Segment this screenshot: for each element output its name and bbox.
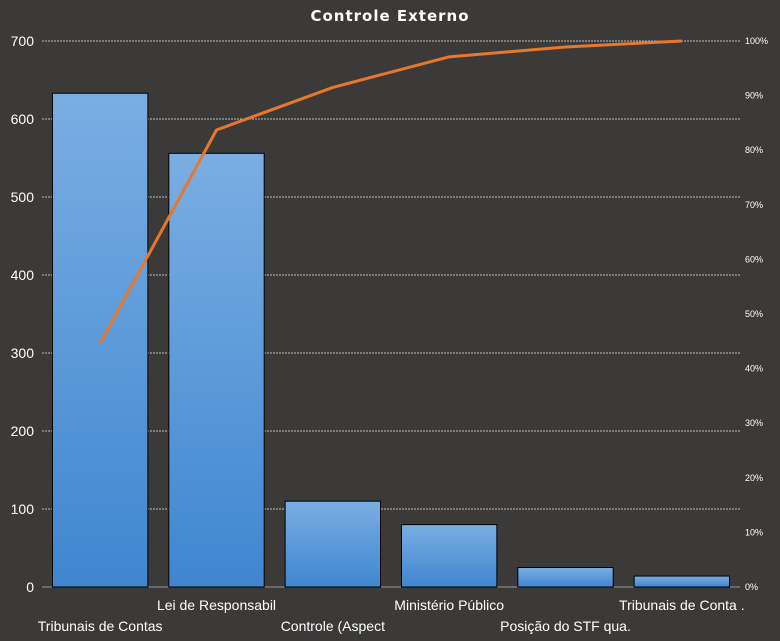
y-tick-label: 300 xyxy=(11,345,35,361)
y2-tick-label: 80% xyxy=(745,145,763,155)
y-tick-label: 0 xyxy=(26,579,34,595)
y-tick-label: 700 xyxy=(11,33,35,49)
x-tick-label: Lei de Responsabil xyxy=(157,597,276,613)
chart-title: Controle Externo xyxy=(310,7,470,25)
y-tick-label: 200 xyxy=(11,423,35,439)
bar xyxy=(168,152,265,588)
x-tick-label: Tribunais de Conta . xyxy=(619,597,745,613)
y2-tick-label: 60% xyxy=(745,254,763,264)
bar xyxy=(284,500,382,588)
bar xyxy=(51,92,149,588)
y2-tick-label: 0% xyxy=(745,582,758,592)
bar xyxy=(517,567,614,588)
x-tick-label: Tribunais de Contas xyxy=(38,618,163,634)
y2-tick-label: 70% xyxy=(745,200,763,210)
y-tick-label: 100 xyxy=(11,501,35,517)
x-tick-label: Posição do STF qua. xyxy=(500,618,631,634)
y2-tick-label: 30% xyxy=(745,418,763,428)
y2-tick-label: 90% xyxy=(745,91,763,101)
y2-tick-label: 10% xyxy=(745,527,763,537)
bar xyxy=(633,575,731,588)
y2-tick-label: 20% xyxy=(745,473,763,483)
x-tick-label: Ministério Público xyxy=(394,597,504,613)
y2-tick-label: 50% xyxy=(745,309,763,319)
cumulative-line xyxy=(98,39,682,345)
y-tick-label: 600 xyxy=(11,111,35,127)
y-tick-label: 500 xyxy=(11,189,35,205)
bar xyxy=(400,524,498,588)
y-tick-label: 400 xyxy=(11,267,35,283)
y2-tick-label: 40% xyxy=(745,364,763,374)
y2-tick-label: 100% xyxy=(745,36,768,46)
x-tick-label: Controle (Aspect xyxy=(281,618,385,634)
